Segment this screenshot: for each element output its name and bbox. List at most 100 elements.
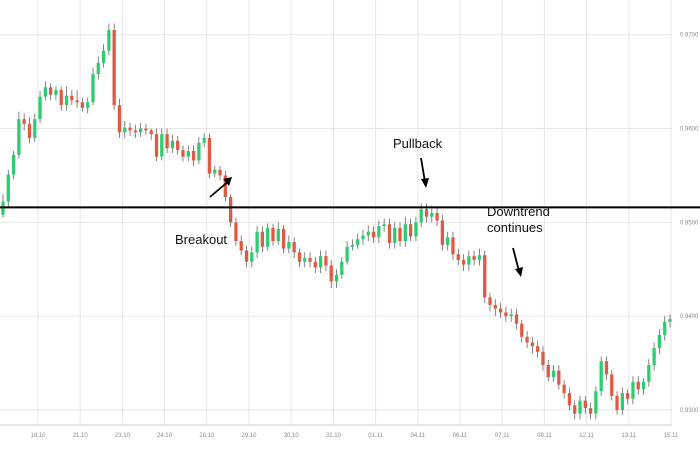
- candle-body-down: [451, 237, 455, 255]
- candle: [514, 308, 519, 330]
- candle-body-up: [276, 228, 280, 242]
- candle: [557, 364, 561, 390]
- candle-body-up: [668, 318, 672, 322]
- candle-body-down: [239, 241, 243, 251]
- x-tick-label: 31.10: [326, 433, 342, 439]
- candle-body-down: [144, 128, 148, 131]
- candle: [366, 225, 370, 242]
- candle-body-up: [334, 274, 339, 282]
- candle: [202, 133, 206, 148]
- candle-body-down: [207, 137, 212, 174]
- y-tick-label: 0.9500: [680, 220, 699, 226]
- candle: [160, 128, 164, 161]
- candle-body-down: [281, 228, 286, 249]
- candle: [530, 336, 535, 354]
- candle-body-down: [493, 304, 497, 309]
- candle: [403, 216, 407, 247]
- candle-body-up: [467, 256, 471, 265]
- candle-body-down: [562, 384, 566, 394]
- breakout-label: Breakout: [175, 232, 227, 247]
- candle-body-up: [361, 235, 365, 240]
- candle-body-down: [271, 227, 275, 242]
- candle: [86, 97, 90, 114]
- candle-body-up: [107, 30, 111, 51]
- candle: [663, 316, 667, 341]
- candle-body-up: [255, 231, 259, 253]
- candle-body-down: [615, 395, 619, 410]
- candle-body-down: [59, 90, 63, 106]
- candle-body-down: [117, 105, 122, 133]
- candle-body-up: [366, 231, 370, 236]
- candle: [599, 356, 603, 396]
- candle: [493, 299, 497, 317]
- candle-body-down: [567, 393, 572, 406]
- x-tick-label: 24.10: [157, 433, 173, 439]
- candle: [96, 56, 100, 80]
- downtrend-arrow: [512, 247, 520, 272]
- candle-body-up: [403, 224, 407, 242]
- candle-body-up: [17, 119, 21, 155]
- candle: [186, 145, 190, 162]
- candle: [509, 308, 513, 322]
- candle: [244, 245, 249, 268]
- candle: [144, 123, 148, 136]
- candle: [75, 90, 79, 108]
- candle-body-down: [75, 100, 79, 103]
- candle-body-down: [461, 259, 466, 265]
- candle-body-down: [636, 381, 640, 390]
- candle: [329, 259, 333, 289]
- candle-body-up: [599, 361, 603, 392]
- candle: [472, 250, 476, 266]
- candle: [250, 246, 254, 268]
- candle: [223, 170, 227, 202]
- candle-body-down: [573, 405, 577, 414]
- downtrend-arrowhead: [515, 267, 523, 277]
- candle-body-up: [33, 119, 37, 138]
- candle-body-up: [377, 226, 381, 238]
- candle-body-up: [345, 246, 349, 262]
- candle-body-down: [329, 265, 333, 282]
- candle: [176, 136, 180, 155]
- candle-body-down: [128, 127, 132, 131]
- candle: [615, 391, 619, 415]
- candle-body-up: [318, 256, 323, 268]
- candle: [213, 166, 217, 178]
- candle-body-down: [112, 30, 116, 106]
- x-tick-label: 23.10: [115, 433, 131, 439]
- candle: [281, 225, 286, 254]
- candle: [43, 81, 47, 101]
- candle: [398, 222, 402, 247]
- candle: [303, 252, 307, 268]
- candle-body-down: [546, 364, 550, 378]
- candle-body-down: [435, 212, 439, 221]
- x-tick-label: 13.11: [622, 433, 637, 439]
- candle-body-down: [440, 220, 445, 245]
- candle-body-up: [414, 222, 418, 237]
- candle: [128, 122, 132, 137]
- candle-body-up: [138, 128, 143, 133]
- candle-body-up: [101, 50, 106, 63]
- candle-body-up: [91, 74, 95, 103]
- candle: [197, 136, 201, 165]
- candle-body-down: [308, 258, 312, 262]
- candle-body-up: [54, 90, 58, 95]
- x-tick-label: 08.11: [537, 433, 552, 439]
- y-tick-label: 0.9300: [680, 408, 699, 414]
- candle-body-down: [176, 140, 180, 151]
- candle-body-down: [191, 151, 196, 161]
- candle-body-down: [472, 256, 476, 260]
- candle: [38, 91, 42, 123]
- downtrend-label-line1: Downtrend: [487, 204, 550, 219]
- candle-body-down: [588, 408, 593, 414]
- candle-body-up: [340, 261, 344, 275]
- candle-body-down: [498, 308, 503, 313]
- candle: [641, 378, 646, 395]
- candle: [488, 292, 492, 312]
- candle: [520, 319, 524, 343]
- candle: [498, 303, 503, 319]
- candle: [393, 222, 397, 249]
- candle: [631, 376, 635, 405]
- candle: [154, 128, 159, 162]
- x-tick-label: 15.11: [664, 433, 679, 439]
- candle-body-up: [266, 227, 270, 247]
